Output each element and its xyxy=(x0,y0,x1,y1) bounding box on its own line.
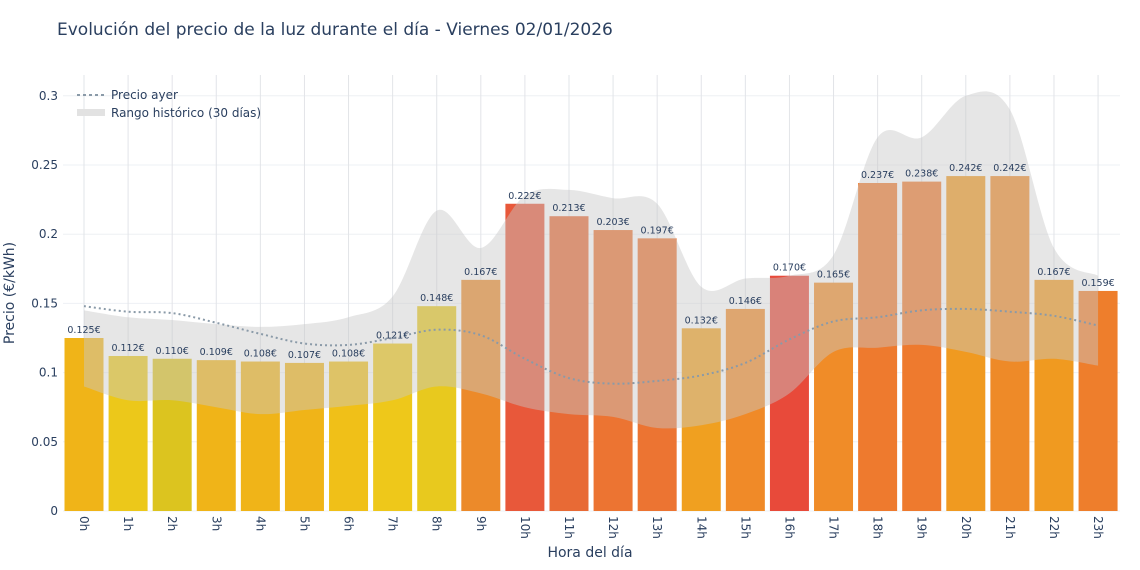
x-axis-title: Hora del día xyxy=(547,545,632,561)
bar-20h xyxy=(946,176,986,511)
data-label: 0.167€ xyxy=(1037,267,1070,278)
bar-9h xyxy=(461,279,501,511)
x-tick-label: 9h xyxy=(474,516,488,531)
data-label: 0.109€ xyxy=(200,347,233,358)
bar-21h xyxy=(990,176,1030,511)
data-label: 0.108€ xyxy=(332,349,365,360)
bar-15h xyxy=(725,308,765,511)
historical-range-area xyxy=(84,91,1099,429)
data-label: 0.121€ xyxy=(376,331,409,342)
y-tick-label: 0.15 xyxy=(31,296,58,310)
x-tick-label: 23h xyxy=(1091,516,1105,539)
legend-item-range[interactable]: Rango histórico (30 días) xyxy=(111,106,261,120)
bar-23h xyxy=(1078,290,1118,511)
legend-band-swatch xyxy=(77,109,105,116)
data-label: 0.132€ xyxy=(685,315,718,326)
bar-13h xyxy=(637,238,677,512)
yesterday-line xyxy=(83,305,1099,385)
data-label: 0.108€ xyxy=(244,349,277,360)
x-tick-label: 14h xyxy=(694,516,708,539)
data-label: 0.203€ xyxy=(596,217,629,228)
x-tick-label: 7h xyxy=(386,516,400,531)
x-tick-label: 6h xyxy=(342,516,356,531)
data-label: 0.165€ xyxy=(817,270,850,281)
x-tick-label: 1h xyxy=(121,516,135,531)
y-tick-label: 0.2 xyxy=(39,227,58,241)
data-label: 0.125€ xyxy=(67,325,100,336)
y-tick-label: 0.1 xyxy=(39,366,58,380)
bar-12h xyxy=(593,230,633,511)
x-tick-label: 3h xyxy=(209,516,223,531)
bar-14h xyxy=(681,328,721,511)
data-label: 0.197€ xyxy=(641,225,674,236)
y-axis-title: Precio (€/kWh) xyxy=(2,242,18,344)
x-tick-label: 21h xyxy=(1003,516,1017,539)
bar-19h xyxy=(902,181,942,511)
data-label: 0.170€ xyxy=(773,263,806,274)
x-tick-label: 20h xyxy=(959,516,973,539)
y-tick-label: 0.05 xyxy=(31,435,58,449)
bar-0h xyxy=(64,338,104,511)
data-label: 0.222€ xyxy=(508,191,541,202)
bar-1h xyxy=(108,355,148,511)
bar-16h xyxy=(769,275,809,511)
data-label: 0.242€ xyxy=(949,163,982,174)
x-tick-label: 10h xyxy=(518,516,532,539)
data-label: 0.112€ xyxy=(111,343,144,354)
bar-2h xyxy=(152,358,192,511)
x-tick-label: 16h xyxy=(782,516,796,539)
data-label: 0.213€ xyxy=(552,203,585,214)
axes: 0 0.05 0.1 0.15 0.2 0.25 0.3 0h 1h 2h 3h 4h 5h 6h 7h 8h… xyxy=(31,89,1105,539)
bar-17h xyxy=(814,282,854,511)
data-label: 0.237€ xyxy=(861,170,894,181)
x-tick-label: 4h xyxy=(253,516,267,531)
bar-3h xyxy=(196,360,236,511)
y-tick-label: 0.25 xyxy=(31,158,58,172)
x-tick-label: 22h xyxy=(1047,516,1061,539)
data-label: 0.238€ xyxy=(905,169,938,180)
data-labels: 0.125€ 0.112€ 0.110€ 0.109€ 0.108€ 0.107€ 0.10… xyxy=(67,163,1114,361)
legend-item-yesterday[interactable]: Precio ayer xyxy=(111,88,178,102)
bar-18h xyxy=(858,182,898,511)
bar-7h xyxy=(373,343,413,511)
x-tick-label: 19h xyxy=(915,516,929,539)
yesterday-price-line xyxy=(83,305,1099,385)
bar-11h xyxy=(549,216,589,511)
x-tick-label: 17h xyxy=(827,516,841,539)
x-tick-label: 2h xyxy=(165,516,179,531)
bar-10h xyxy=(505,203,545,511)
bars xyxy=(64,176,1118,512)
chart-title: Evolución del precio de la luz durante e… xyxy=(57,20,613,40)
y-tick-label: 0 xyxy=(50,504,58,518)
x-tick-label: 18h xyxy=(871,516,885,539)
bar-6h xyxy=(329,361,369,511)
x-tick-label: 5h xyxy=(297,516,311,531)
bar-5h xyxy=(284,362,324,511)
historical-range-band xyxy=(84,91,1099,429)
x-tick-label: 8h xyxy=(430,516,444,531)
y-tick-label: 0.3 xyxy=(39,89,58,103)
x-tick-label: 11h xyxy=(562,516,576,539)
bar-8h xyxy=(417,306,457,511)
data-label: 0.148€ xyxy=(420,293,453,304)
bar-22h xyxy=(1034,279,1074,511)
x-tick-label: 15h xyxy=(738,516,752,539)
bar-4h xyxy=(240,361,280,511)
data-label: 0.107€ xyxy=(288,350,321,361)
legend[interactable]: Precio ayer Rango histórico (30 días) xyxy=(77,88,261,120)
x-tick-label: 0h xyxy=(77,516,91,531)
data-label: 0.146€ xyxy=(729,296,762,307)
data-label: 0.159€ xyxy=(1081,278,1114,289)
data-label: 0.110€ xyxy=(156,346,189,357)
x-tick-label: 12h xyxy=(606,516,620,539)
data-label: 0.167€ xyxy=(464,267,497,278)
data-label: 0.242€ xyxy=(993,163,1026,174)
x-tick-label: 13h xyxy=(650,516,664,539)
